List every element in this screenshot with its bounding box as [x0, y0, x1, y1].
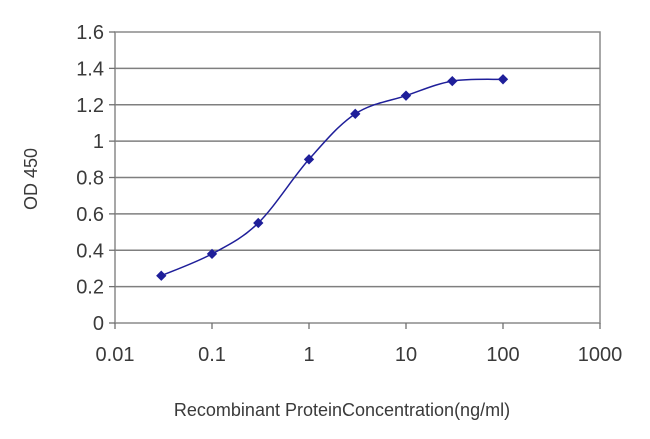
x-tick-label: 0.1 — [198, 344, 226, 366]
data-point — [497, 74, 509, 85]
y-tick-label: 1.6 — [76, 22, 104, 44]
data-point — [447, 75, 458, 87]
y-tick-label: 0.2 — [76, 277, 104, 299]
x-axis-title: Recombinant ProteinConcentration(ng/ml) — [174, 400, 510, 420]
data-point — [400, 90, 412, 101]
y-tick-label: 1 — [93, 131, 104, 153]
y-tick-label: 1.4 — [76, 58, 104, 80]
x-tick-label: 0.01 — [96, 344, 135, 366]
x-tick-label: 1000 — [578, 344, 623, 366]
data-point — [350, 108, 361, 120]
x-axis: 0.01 0.1 1 10 100 1000 — [96, 323, 623, 366]
data-point — [206, 248, 218, 260]
series-layer — [156, 74, 509, 281]
y-tick-label: 0 — [93, 313, 104, 335]
data-point — [253, 217, 264, 229]
y-tick-label: 0.6 — [76, 204, 104, 226]
data-point — [156, 270, 167, 281]
y-axis: 0 0.2 0.4 0.6 0.8 1 1.2 1.4 1.6 — [76, 22, 115, 335]
y-tick-label: 1.2 — [76, 95, 104, 117]
x-tick-label: 100 — [486, 344, 519, 366]
series-line — [160, 78, 504, 277]
y-tick-label: 0.8 — [76, 168, 104, 190]
y-axis-title: OD 450 — [21, 148, 41, 210]
x-tick-label: 1 — [303, 344, 314, 366]
x-tick-label: 10 — [395, 344, 417, 366]
data-point — [303, 154, 315, 165]
y-tick-label: 0.4 — [76, 240, 104, 262]
gridlines — [115, 67, 600, 288]
